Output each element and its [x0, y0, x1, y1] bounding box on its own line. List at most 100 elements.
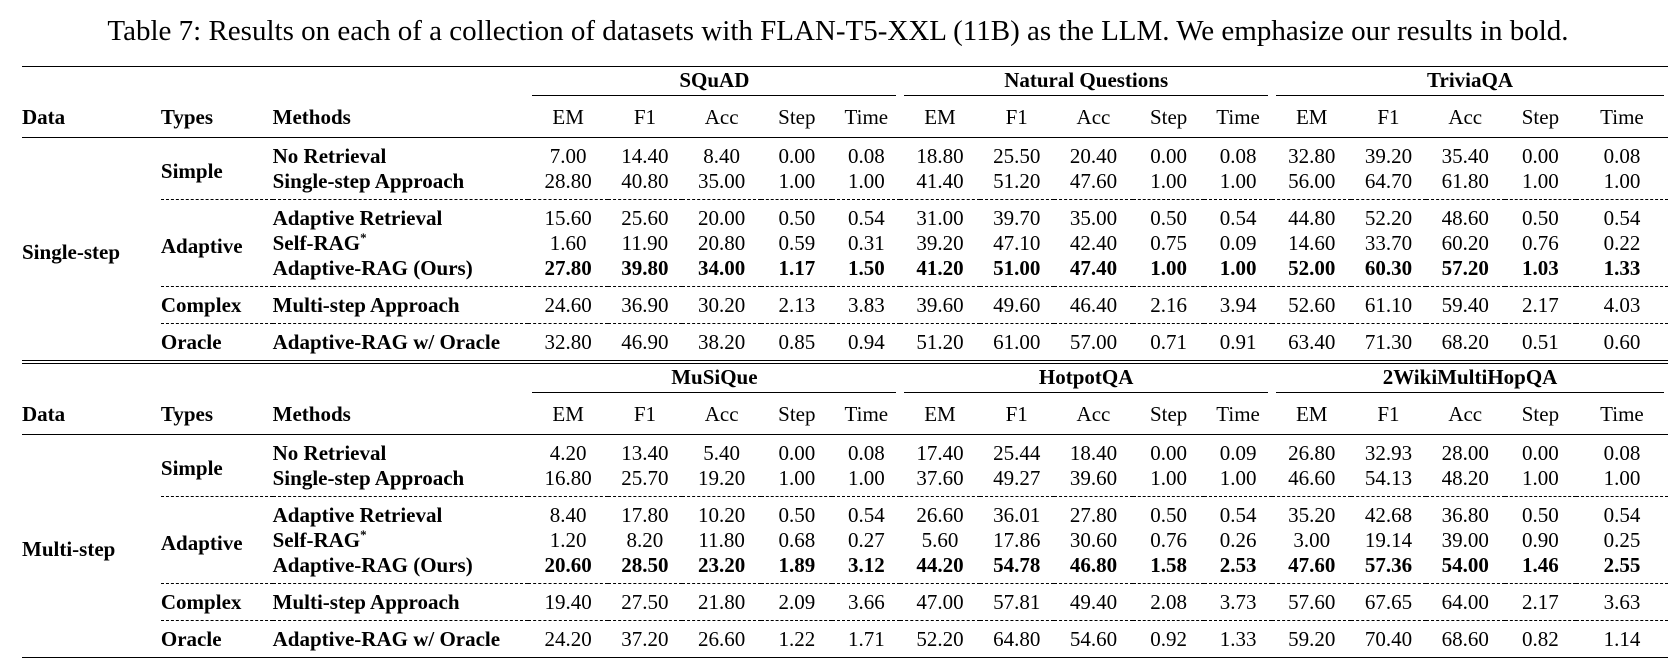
value-cell: 20.40	[1069, 144, 1118, 168]
col-header-metric: F1	[1377, 104, 1400, 129]
col-header-metric: Time	[844, 104, 889, 129]
value-cell: 0.22	[1603, 231, 1641, 255]
col-header-metric: Step	[1149, 104, 1188, 129]
value-cell: 32.93	[1364, 441, 1413, 465]
value-cell: 54.78	[993, 553, 1041, 577]
type-category: Complex	[160, 286, 273, 324]
value-cell: 48.20	[1441, 466, 1489, 490]
value-cell: 0.50	[1133, 496, 1205, 528]
value-cell: 0.00	[1150, 144, 1187, 168]
value-cell: 3.73	[1204, 583, 1273, 621]
value-cell: 46.40	[1053, 286, 1134, 324]
value-cell: 26.60	[681, 620, 762, 658]
value-cell: 17.86	[993, 528, 1041, 552]
value-cell: 18.80	[916, 144, 964, 168]
col-header-metric: F1	[633, 401, 656, 426]
value-cell: 0.00	[1522, 144, 1559, 168]
value-cell: 33.70	[1364, 231, 1413, 255]
value-cell: 39.20	[1364, 144, 1413, 168]
value-cell: 0.90	[1522, 528, 1559, 552]
value-cell: 3.00	[1293, 528, 1331, 552]
value-cell: 47.00	[900, 583, 980, 621]
value-cell: 2.08	[1133, 583, 1205, 621]
value-cell: 0.54	[1204, 496, 1273, 528]
value-cell: 19.20	[698, 466, 746, 490]
value-cell: 0.09	[1219, 231, 1257, 255]
method-name: Adaptive-RAG w/ Oracle	[272, 620, 529, 658]
value-cell: 35.00	[1053, 199, 1134, 231]
col-header-metric: Acc	[704, 401, 739, 426]
value-cell: 46.90	[607, 323, 682, 362]
value-cell: 64.80	[979, 620, 1054, 658]
dataset-label: SQuAD	[532, 68, 897, 96]
value-cell: 47.40	[1069, 256, 1118, 280]
value-cell: 4.03	[1575, 286, 1668, 324]
value-cell: 67.65	[1351, 583, 1426, 621]
value-cell: 11.90	[621, 231, 669, 255]
value-cell: 47.10	[993, 231, 1041, 255]
col-header-metric: Time	[1600, 104, 1644, 129]
value-cell: 59.20	[1272, 620, 1352, 658]
value-cell: 1.89	[778, 553, 816, 577]
value-cell: 8.40	[703, 144, 741, 168]
value-cell: 15.60	[528, 199, 608, 231]
value-cell: 51.20	[900, 323, 980, 362]
value-cell: 0.08	[1603, 441, 1641, 465]
dataset-name: 2WikiMultiHopQA	[1272, 360, 1668, 394]
col-header-metric: EM	[924, 104, 956, 129]
col-header-metric: Acc	[1448, 104, 1483, 129]
value-cell: 14.40	[621, 144, 669, 168]
table-row: Self-RAG* 1.60 11.90 20.80 0.59 0.31 39.20 47.1…	[22, 231, 1668, 256]
type-category: Oracle	[160, 323, 273, 362]
method-superscript: *	[360, 527, 367, 542]
value-cell: 1.03	[1522, 256, 1559, 280]
value-cell: 1.00	[1522, 466, 1559, 490]
value-cell: 34.00	[698, 256, 746, 280]
value-cell: 2.16	[1133, 286, 1205, 324]
value-cell: 0.71	[1133, 323, 1205, 362]
value-cell: 20.60	[544, 553, 592, 577]
value-cell: 52.20	[1351, 199, 1426, 231]
value-cell: 0.08	[1219, 144, 1257, 168]
table-row: Single-step Approach 28.80 40.80 35.00 1.00 1…	[22, 169, 1668, 200]
dataset-label: 2WikiMultiHopQA	[1276, 365, 1664, 393]
method-label: Adaptive-RAG w/ Oracle	[272, 330, 501, 354]
results-table: SQuAD Natural Questions TriviaQA Data Types M…	[22, 66, 1668, 658]
value-cell: 1.00	[847, 466, 885, 490]
header-spacer	[22, 66, 529, 97]
value-cell: 39.00	[1441, 528, 1489, 552]
col-header-metric: EM	[924, 401, 956, 426]
table-row: Adaptive-RAG (Ours) 27.80 39.80 34.00 1.17 1.…	[22, 256, 1668, 287]
method-label: Multi-step Approach	[272, 590, 460, 614]
col-header-metric: F1	[1377, 401, 1400, 426]
value-cell: 0.50	[1504, 496, 1576, 528]
value-cell: 57.20	[1441, 256, 1489, 280]
value-cell: 47.60	[1288, 553, 1336, 577]
results-table-wrapper: SQuAD Natural Questions TriviaQA Data Types M…	[22, 66, 1668, 658]
value-cell: 2.09	[761, 583, 833, 621]
value-cell: 52.20	[900, 620, 980, 658]
value-cell: 42.68	[1351, 496, 1426, 528]
method-label: Multi-step Approach	[272, 293, 460, 317]
table-row: Complex Multi-step Approach 24.60 36.90 30.2…	[22, 286, 1668, 324]
value-cell: 0.68	[778, 528, 816, 552]
value-cell: 1.00	[1150, 256, 1187, 280]
value-cell: 47.60	[1069, 169, 1118, 193]
value-cell: 54.60	[1053, 620, 1134, 658]
method-name: Single-step Approach	[273, 466, 529, 497]
value-cell: 8.40	[528, 496, 608, 528]
value-cell: 3.63	[1575, 583, 1668, 621]
col-header-methods: Methods	[272, 104, 351, 129]
table-row: Adaptive-RAG (Ours) 20.60 28.50 23.20 1.89 3.…	[22, 553, 1668, 584]
value-cell: 0.50	[761, 199, 833, 231]
table-row: Adaptive Adaptive Retrieval 8.40 17.80 10.20…	[22, 496, 1668, 584]
value-cell: 0.76	[1522, 231, 1559, 255]
value-cell: 44.80	[1272, 199, 1352, 231]
type-category: Complex	[160, 583, 273, 621]
value-cell: 2.53	[1219, 553, 1257, 577]
value-cell: 2.13	[761, 286, 833, 324]
value-cell: 1.00	[1219, 256, 1257, 280]
col-header-metric: EM	[552, 401, 584, 426]
value-cell: 68.60	[1425, 620, 1505, 658]
value-cell: 57.60	[1272, 583, 1352, 621]
